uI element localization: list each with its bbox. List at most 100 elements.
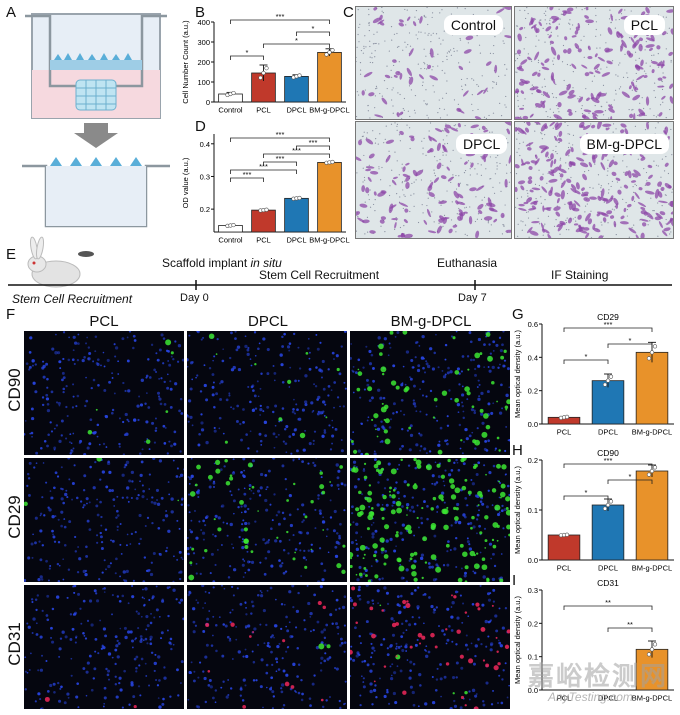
pore: [549, 43, 552, 45]
nucleus: [389, 537, 393, 541]
nucleus: [62, 376, 66, 380]
nucleus: [420, 516, 423, 520]
nucleus: [139, 403, 144, 407]
nucleus: [150, 500, 154, 504]
green-signal: [430, 525, 436, 531]
nucleus: [412, 662, 416, 666]
pore: [374, 210, 376, 212]
pore: [398, 61, 400, 63]
green-signal: [379, 352, 383, 356]
nucleus: [128, 479, 132, 483]
stained-cell: [427, 230, 437, 234]
nucleus: [443, 501, 446, 504]
nucleus: [338, 372, 342, 376]
pore: [526, 189, 528, 192]
green-signal: [389, 331, 394, 335]
pore: [433, 156, 436, 158]
pore: [582, 191, 584, 194]
pore: [577, 98, 579, 100]
green-signal: [499, 491, 506, 498]
nucleus: [217, 549, 219, 551]
stained-cell: [585, 212, 591, 222]
nucleus: [444, 358, 447, 361]
nucleus: [87, 346, 91, 349]
green-signal: [250, 550, 254, 554]
pore: [407, 43, 409, 46]
significance-label: ***: [276, 154, 285, 163]
nucleus: [331, 442, 334, 445]
nucleus: [147, 406, 151, 409]
green-signal: [367, 386, 373, 392]
nucleus: [88, 528, 92, 531]
nucleus: [390, 674, 393, 677]
green-signal: [436, 463, 441, 468]
nucleus: [28, 493, 31, 497]
green-signal: [391, 494, 396, 499]
nucleus: [425, 654, 429, 658]
nucleus: [331, 426, 334, 429]
pore: [485, 205, 487, 207]
stained-cell: [546, 158, 552, 162]
stained-cell: [605, 127, 610, 131]
pore: [567, 133, 569, 135]
green-signal: [378, 343, 384, 350]
stained-cell: [602, 123, 612, 127]
pore: [527, 192, 529, 194]
nucleus: [211, 373, 215, 377]
nucleus: [70, 449, 74, 453]
pore: [364, 201, 366, 203]
green-signal: [383, 524, 390, 530]
pore: [529, 145, 531, 147]
nucleus: [73, 612, 77, 616]
nucleus: [50, 496, 54, 500]
nucleus: [226, 522, 229, 525]
pore: [631, 109, 633, 111]
nucleus: [227, 679, 230, 681]
nucleus: [461, 401, 464, 404]
nucleus: [208, 366, 212, 370]
nucleus: [70, 674, 73, 677]
stained-cell: [518, 207, 527, 211]
stained-cell: [669, 96, 673, 104]
nucleus: [304, 403, 308, 407]
nucleus: [53, 540, 57, 543]
nucleus: [401, 427, 404, 431]
nucleus: [187, 415, 190, 418]
stained-cell: [632, 84, 637, 92]
pore: [534, 130, 536, 132]
nucleus: [220, 686, 223, 689]
green-signal: [352, 449, 358, 454]
nucleus: [416, 607, 420, 610]
nucleus: [213, 429, 217, 433]
red-signal: [352, 602, 357, 607]
nucleus: [90, 386, 93, 390]
significance-label: *: [246, 48, 249, 57]
red-signal: [417, 632, 423, 638]
nucleus: [196, 491, 200, 495]
green-signal: [368, 484, 372, 487]
pore: [567, 146, 570, 149]
nucleus: [202, 556, 205, 560]
pore: [524, 9, 526, 12]
nucleus: [100, 547, 104, 551]
nucleus: [79, 500, 83, 503]
x-tick-label-dpcl: DPCL: [598, 428, 618, 437]
green-signal: [464, 565, 469, 570]
nucleus: [396, 603, 400, 607]
nucleus: [287, 645, 290, 648]
pore: [426, 68, 428, 70]
significance-label: ***: [276, 130, 285, 139]
nucleus: [100, 364, 102, 367]
pore: [584, 171, 586, 173]
nucleus: [477, 379, 480, 382]
nucleus: [372, 521, 375, 524]
green-signal: [402, 331, 408, 335]
nucleus: [71, 406, 75, 409]
pore: [607, 192, 610, 194]
nucleus: [259, 685, 263, 689]
nucleus: [351, 442, 355, 446]
nucleus: [133, 339, 137, 342]
nucleus: [266, 347, 270, 352]
nucleus: [213, 462, 216, 465]
green-signal: [485, 424, 491, 430]
